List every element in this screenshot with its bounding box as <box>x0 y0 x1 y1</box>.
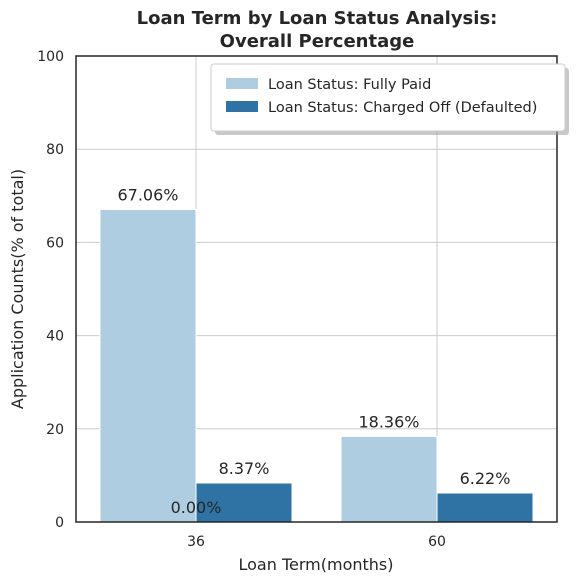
y-tick-label-5: 100 <box>37 49 64 65</box>
data-label-series0-60: 18.36% <box>358 412 419 431</box>
legend-swatch-charged-off <box>226 101 258 112</box>
plot-frame <box>75 55 558 523</box>
x-tick-label-0: 36 <box>187 534 205 550</box>
bar-series0-60 <box>340 435 438 523</box>
data-labels: 67.06% 18.36% 8.37% 6.22% <box>117 186 510 489</box>
y-tick-labels: 0 20 40 60 80 100 <box>37 49 64 531</box>
x-axis-label: Loan Term(months) <box>239 555 394 574</box>
y-axis-label: Application Counts(% of total) <box>8 169 27 409</box>
data-label-series1-36: 8.37% <box>219 459 270 478</box>
legend-swatch-fully-paid <box>226 78 258 89</box>
legend: Loan Status: Fully Paid Loan Status: Cha… <box>210 63 569 135</box>
bar-series0-36 <box>99 209 197 523</box>
chart-title-line1: Loan Term by Loan Status Analysis: <box>137 8 498 29</box>
data-label-series0-36: 67.06% <box>117 186 178 205</box>
bar-series1-60 <box>436 492 534 523</box>
y-tick-label-2: 40 <box>46 329 64 345</box>
y-tick-label-4: 80 <box>46 142 64 158</box>
bars-group <box>99 209 534 523</box>
legend-box <box>210 63 566 132</box>
data-label-series1-60: 6.22% <box>460 469 511 488</box>
x-tick-label-1: 60 <box>428 534 446 550</box>
y-tick-label-3: 60 <box>46 235 64 251</box>
legend-label-fully-paid: Loan Status: Fully Paid <box>268 77 431 93</box>
x-tick-labels: 36 60 <box>187 534 446 550</box>
y-tick-label-0: 0 <box>55 515 64 531</box>
bar-series1-36 <box>195 482 293 523</box>
zero-annotation: 0.00% <box>171 498 222 517</box>
y-tick-label-1: 20 <box>46 422 64 438</box>
legend-label-charged-off: Loan Status: Charged Off (Defaulted) <box>268 100 537 116</box>
chart-title-line2: Overall Percentage <box>220 31 415 52</box>
